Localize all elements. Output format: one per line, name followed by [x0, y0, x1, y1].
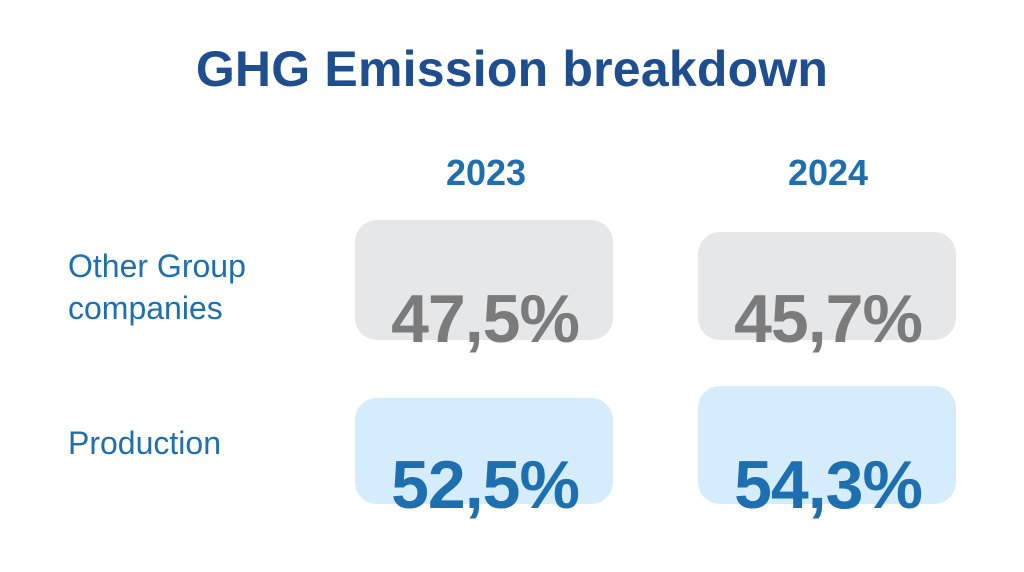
column-header-2024: 2024 — [787, 152, 869, 193]
tile-production-2023 — [355, 398, 613, 504]
row-label-line: Other Group — [68, 248, 246, 284]
column-header-2023: 2023 — [445, 152, 527, 193]
value-production-2023: 52,5% — [391, 447, 580, 523]
tile-production-2024 — [698, 386, 956, 504]
value-production-2024: 54,3% — [734, 447, 923, 523]
value-other-2024: 45,7% — [734, 281, 923, 357]
row-label-line: companies — [68, 290, 223, 326]
tile-other-2024 — [698, 232, 956, 340]
value-other-2023: 47,5% — [391, 281, 580, 357]
row-label-production: Production — [68, 422, 221, 464]
row-label-other-group-companies: Other Group companies — [68, 245, 246, 329]
page-title: GHG Emission breakdown — [195, 41, 829, 97]
tile-other-2023 — [355, 220, 613, 340]
row-label-line: Production — [68, 425, 221, 461]
